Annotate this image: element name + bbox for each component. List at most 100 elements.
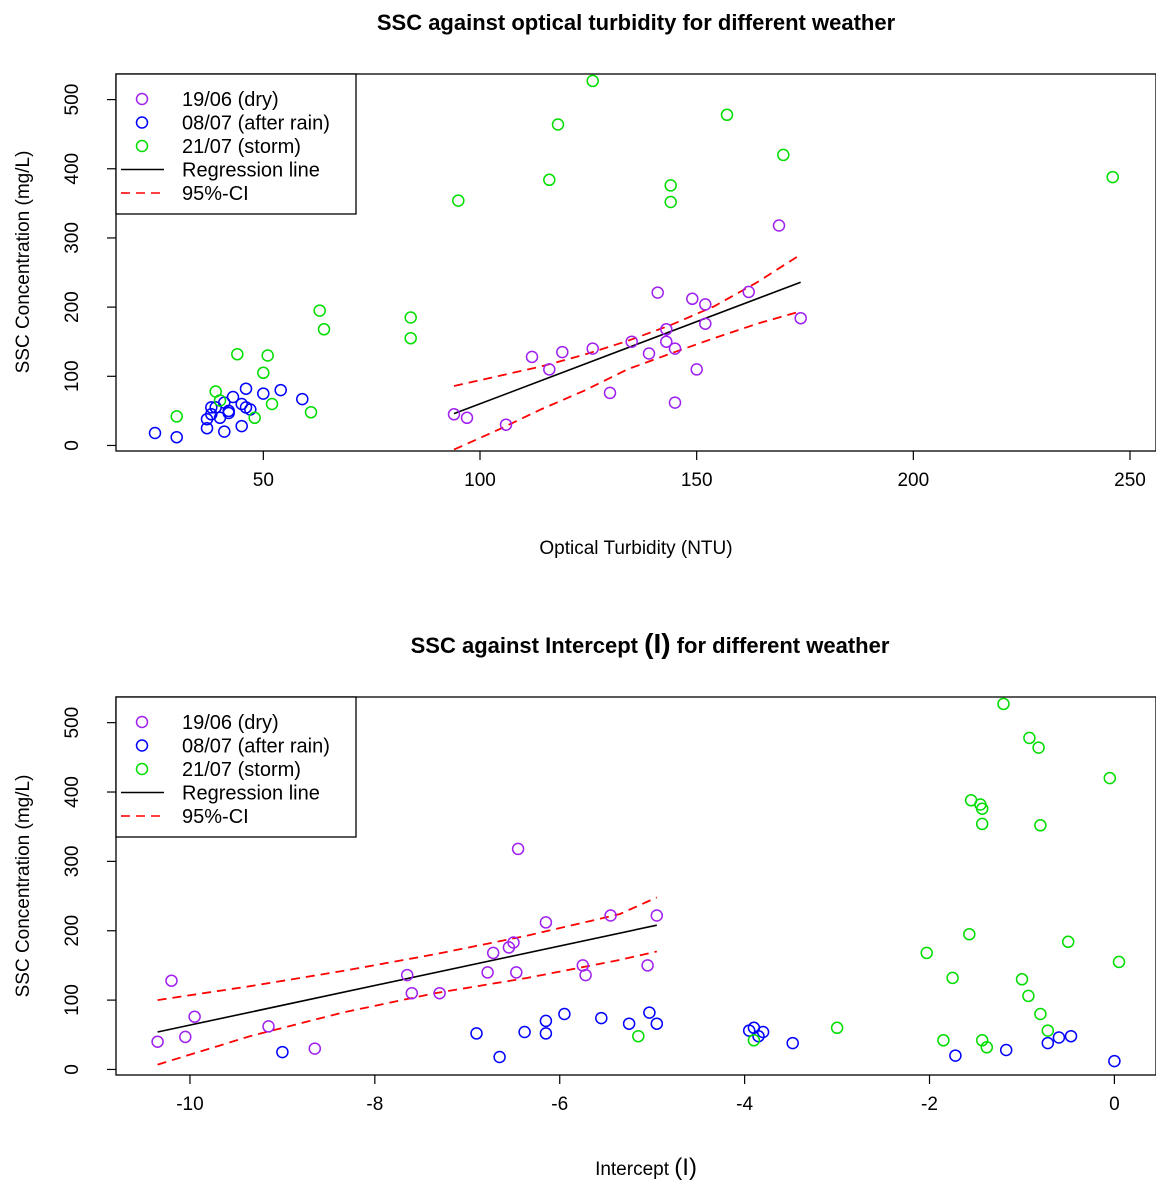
- data-point: [226, 390, 240, 404]
- data-point: [1034, 1007, 1047, 1021]
- chart-panel-intercept: SSC against Intercept (I) for different …: [13, 628, 1156, 1181]
- data-point: [946, 971, 959, 985]
- chart-panel-turbidity: SSC against optical turbidity for differ…: [13, 10, 1156, 559]
- data-point: [1108, 1054, 1121, 1068]
- data-point: [997, 697, 1010, 711]
- data-point: [625, 335, 638, 348]
- legend-label: Regression line: [182, 783, 320, 805]
- data-point: [231, 347, 244, 361]
- data-point: [205, 401, 218, 414]
- data-point: [308, 1042, 322, 1055]
- regression-line: [453, 281, 801, 415]
- data-point: [170, 410, 183, 423]
- data-point: [642, 347, 656, 360]
- data-point: [262, 1020, 275, 1033]
- y-tick-label: 500: [62, 707, 83, 739]
- data-point: [551, 118, 565, 131]
- y-tick-label: 500: [62, 84, 83, 116]
- data-point: [1041, 1024, 1055, 1037]
- data-point: [1032, 741, 1045, 754]
- x-tick-label: 0: [1109, 1094, 1120, 1115]
- ci-lines: [453, 253, 802, 451]
- data-point: [937, 1034, 950, 1047]
- axes: 50 100 150 200 250 0 100 200 300 400 500: [62, 84, 1146, 491]
- legend-box: [115, 73, 357, 215]
- legend-marker: [135, 116, 149, 129]
- data-point: [447, 408, 461, 421]
- data-points: [151, 697, 1126, 1068]
- data-point: [586, 342, 599, 355]
- data-point: [641, 959, 654, 972]
- data-point: [257, 387, 270, 400]
- legend-label: 19/06 (dry): [182, 89, 279, 111]
- x-tick-label: -2: [921, 1094, 938, 1115]
- y-axis-label: SSC Concentration (mg/L): [13, 775, 34, 998]
- data-point: [1061, 935, 1075, 949]
- legend-label: 21/07 (storm): [182, 136, 301, 158]
- data-point: [1022, 989, 1035, 1003]
- data-point: [579, 968, 592, 982]
- legend-marker: [135, 715, 149, 729]
- data-point: [222, 404, 235, 418]
- data-point: [493, 1050, 506, 1064]
- x-tick-label: -10: [176, 1094, 203, 1115]
- y-tick-label: 300: [62, 846, 83, 878]
- data-point: [518, 1025, 531, 1039]
- data-point: [481, 966, 494, 979]
- data-point: [756, 1025, 770, 1039]
- data-point: [248, 411, 261, 425]
- data-point: [148, 426, 162, 440]
- data-point: [603, 386, 617, 400]
- data-point: [586, 74, 599, 88]
- y-tick-label: 200: [62, 915, 83, 947]
- data-point: [296, 392, 309, 406]
- data-point: [539, 1027, 553, 1040]
- data-point: [404, 331, 417, 345]
- data-point: [1064, 1029, 1078, 1043]
- x-axis-label: Optical Turbidity (NTU): [539, 538, 732, 559]
- data-point: [539, 1014, 553, 1028]
- data-point: [1023, 731, 1036, 745]
- plot-frame: [115, 696, 1156, 1076]
- data-point: [664, 195, 677, 209]
- data-point: [1052, 1031, 1066, 1044]
- ci-lower-line: [157, 950, 657, 1066]
- data-point: [668, 342, 682, 355]
- data-point: [668, 396, 682, 409]
- x-tick-label: -6: [551, 1094, 568, 1115]
- regression-lines: [157, 924, 657, 1033]
- data-point: [313, 304, 326, 317]
- data-point: [276, 1045, 289, 1059]
- data-point: [543, 173, 556, 187]
- data-point: [433, 986, 446, 1000]
- data-point: [699, 317, 712, 330]
- legend-label: 21/07 (storm): [182, 759, 301, 781]
- y-tick-label: 0: [62, 1064, 83, 1075]
- data-point: [274, 383, 287, 397]
- legend-label: Regression line: [182, 160, 320, 182]
- data-point: [218, 425, 231, 438]
- data-point: [235, 419, 248, 433]
- data-point: [742, 285, 755, 299]
- legend-label: 08/07 (after rain): [182, 113, 330, 135]
- data-point: [460, 411, 474, 425]
- data-point: [830, 1021, 844, 1035]
- ci-upper-line: [157, 896, 658, 1001]
- regression-lines: [453, 281, 801, 415]
- y-tick-label: 200: [62, 291, 83, 323]
- legend-marker: [135, 762, 149, 776]
- legend-label: 95%-CI: [182, 183, 249, 205]
- data-point: [400, 968, 414, 982]
- x-axis-label-main: Intercept: [595, 1159, 670, 1180]
- data-point: [556, 345, 569, 359]
- data-point: [470, 1027, 483, 1040]
- data-point: [690, 363, 703, 376]
- legend-label: 19/06 (dry): [182, 712, 279, 734]
- data-point: [205, 408, 218, 421]
- data-point: [650, 909, 664, 922]
- data-point: [999, 1043, 1013, 1057]
- x-tick-label: 50: [253, 470, 274, 491]
- data-points: [148, 74, 1119, 444]
- x-tick-label: 150: [681, 470, 713, 491]
- data-point: [486, 946, 500, 960]
